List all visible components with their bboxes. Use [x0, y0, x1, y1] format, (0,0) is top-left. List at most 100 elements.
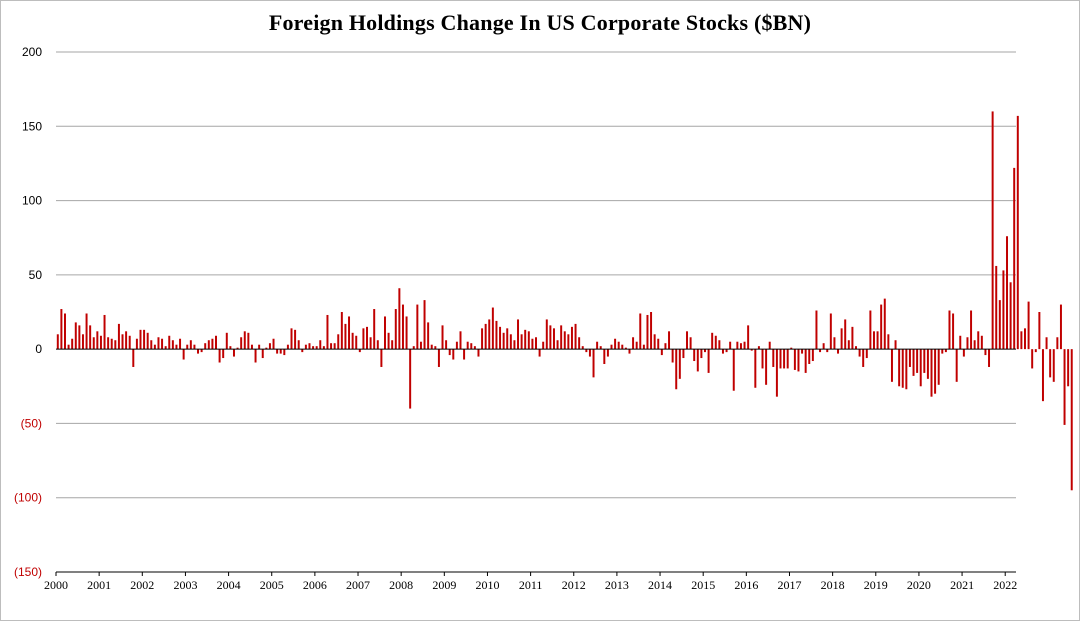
- bar: [164, 346, 167, 350]
- bar: [204, 343, 207, 350]
- bar: [376, 340, 379, 350]
- bar: [847, 340, 850, 350]
- bar: [351, 332, 354, 350]
- bar: [189, 340, 192, 350]
- bar: [1063, 349, 1066, 425]
- bar: [1041, 349, 1044, 402]
- bar: [117, 323, 120, 350]
- bar: [1049, 349, 1052, 378]
- bar: [930, 349, 933, 397]
- bar: [103, 314, 106, 350]
- bar: [567, 334, 570, 350]
- bar: [229, 346, 232, 350]
- bar: [919, 349, 922, 387]
- bar: [829, 313, 832, 350]
- x-axis-tick-labels: 2000 2001 2002 2003 2004 2005 2006 2007 2008 2009…: [44, 572, 1017, 592]
- bar: [517, 319, 520, 350]
- bar: [358, 349, 361, 353]
- bar: [790, 347, 793, 350]
- bar: [89, 325, 92, 350]
- x-tick-label: 2009: [432, 578, 456, 592]
- bar: [207, 340, 210, 350]
- bar: [1013, 167, 1016, 350]
- bar: [254, 349, 257, 363]
- bar: [502, 332, 505, 350]
- bar: [606, 349, 609, 357]
- bar: [1034, 349, 1037, 353]
- bar: [477, 349, 480, 357]
- bar: [588, 349, 591, 357]
- bar: [294, 329, 297, 350]
- bar: [225, 332, 228, 350]
- bar: [563, 331, 566, 350]
- bar: [775, 349, 778, 397]
- bar: [934, 349, 937, 394]
- bar: [445, 340, 448, 350]
- bar: [333, 343, 336, 350]
- bar: [265, 347, 268, 350]
- bar: [1045, 337, 1048, 350]
- bar: [463, 349, 466, 360]
- bar: [804, 349, 807, 373]
- bar: [801, 349, 804, 354]
- bar: [898, 349, 901, 387]
- bar: [707, 349, 710, 373]
- bar: [355, 335, 358, 350]
- y-tick-label: 50: [29, 268, 43, 282]
- bar: [312, 346, 315, 350]
- bar: [678, 349, 681, 379]
- bar: [286, 344, 289, 350]
- bar: [391, 340, 394, 350]
- bar: [161, 338, 164, 350]
- bar: [272, 338, 275, 350]
- y-tick-label: (100): [14, 491, 42, 505]
- bar: [718, 340, 721, 350]
- bar: [394, 309, 397, 350]
- bar: [894, 340, 897, 350]
- x-tick-label: 2013: [605, 578, 629, 592]
- bar: [67, 344, 70, 350]
- bar: [509, 334, 512, 350]
- x-axis: [56, 348, 1016, 573]
- bar: [944, 349, 947, 353]
- bar: [977, 331, 980, 350]
- y-tick-label: (50): [21, 416, 42, 430]
- bar: [1016, 115, 1019, 350]
- bar: [315, 346, 318, 350]
- bar: [887, 334, 890, 350]
- bar: [984, 349, 987, 356]
- x-tick-label: 2002: [130, 578, 154, 592]
- bar: [222, 349, 225, 359]
- bar: [423, 300, 426, 350]
- bar: [768, 341, 771, 350]
- x-tick-label: 2021: [950, 578, 974, 592]
- bar: [585, 349, 588, 353]
- bar: [937, 349, 940, 385]
- bar: [632, 337, 635, 350]
- bar: [696, 349, 699, 372]
- x-tick-label: 2005: [260, 578, 284, 592]
- x-tick-label: 2011: [519, 578, 543, 592]
- bar: [175, 344, 178, 350]
- bar: [826, 349, 829, 353]
- bar: [980, 335, 983, 350]
- bar: [739, 343, 742, 350]
- bar: [617, 341, 620, 350]
- bar: [955, 349, 958, 382]
- bar: [671, 349, 674, 363]
- bar: [1002, 270, 1005, 350]
- bar: [200, 349, 203, 353]
- x-tick-label: 2014: [648, 578, 672, 592]
- bar: [520, 334, 523, 350]
- bar: [581, 346, 584, 350]
- bar: [599, 346, 602, 350]
- bar: [290, 328, 293, 350]
- bar: [905, 349, 908, 390]
- bar: [427, 322, 430, 350]
- bar: [1067, 349, 1070, 387]
- gridlines: [56, 51, 1016, 573]
- bar: [1052, 349, 1055, 382]
- y-tick-label: 0: [35, 342, 42, 356]
- bar: [330, 343, 333, 350]
- bar: [610, 344, 613, 350]
